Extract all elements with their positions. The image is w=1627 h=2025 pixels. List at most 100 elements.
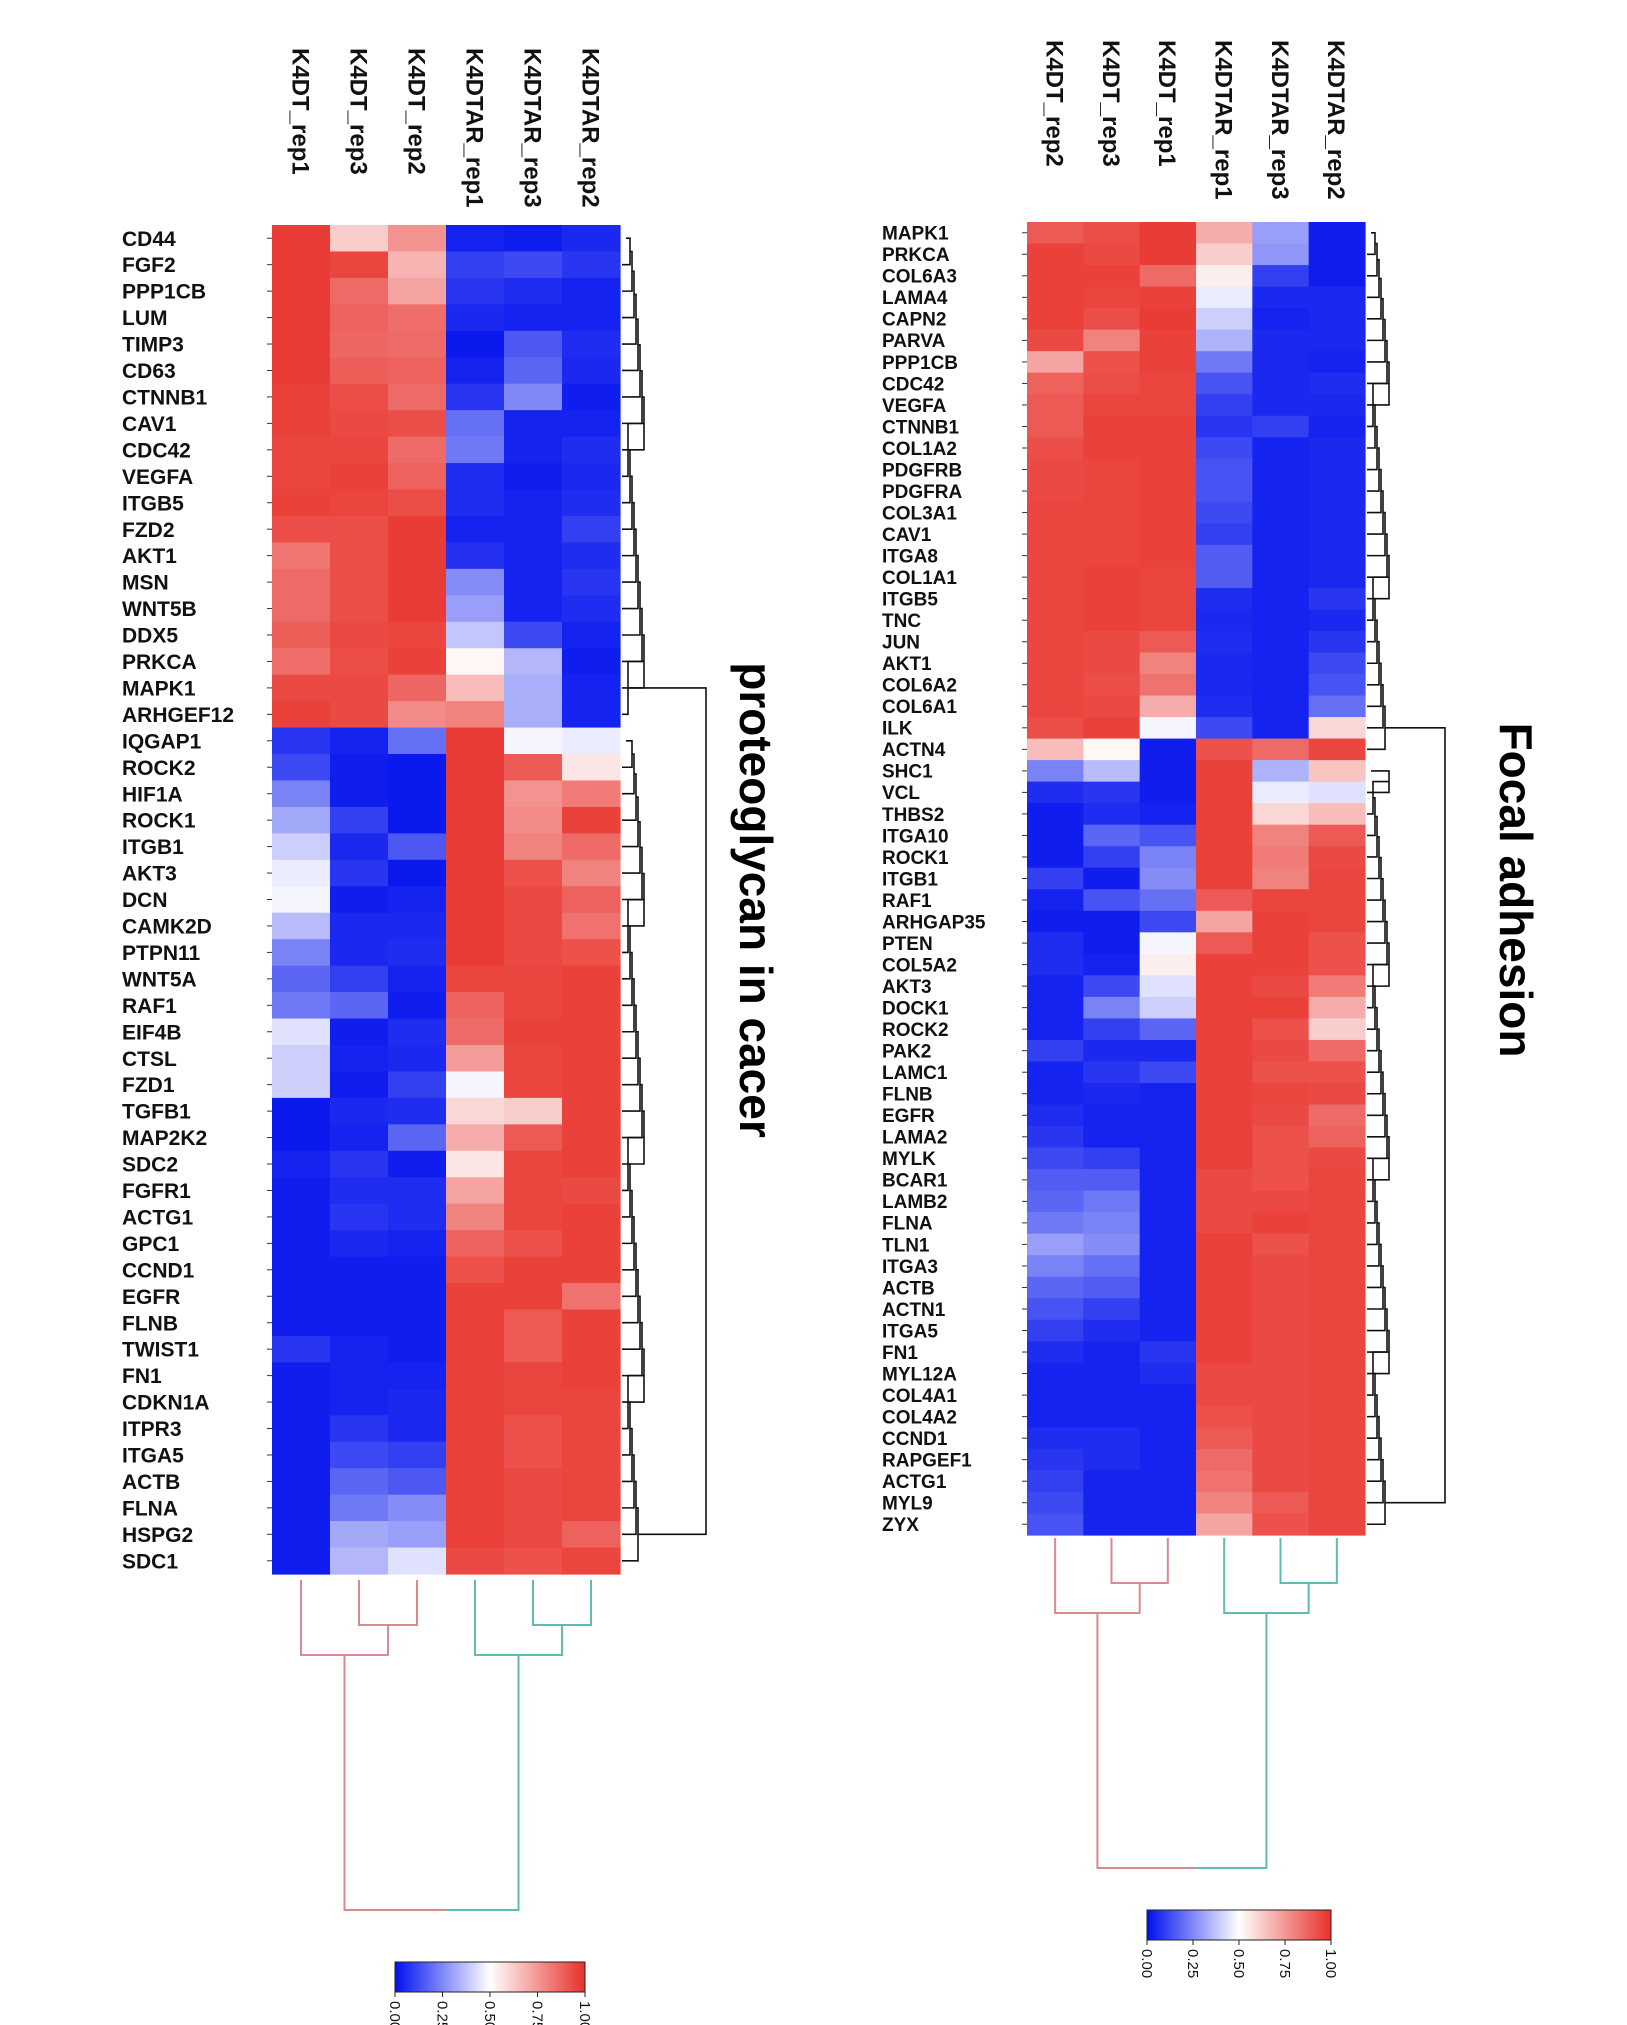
heatmap-cell [1196, 910, 1253, 933]
row-label: IQGAP1 [122, 730, 202, 753]
heatmap-cell [1308, 480, 1366, 503]
heatmap-cell [388, 1097, 447, 1125]
heatmap-cell [388, 357, 447, 385]
heatmap-cell [1308, 1255, 1366, 1278]
heatmap-cell [1139, 222, 1197, 245]
heatmap-cell [1139, 760, 1197, 783]
heatmap-cell [1308, 1082, 1366, 1106]
heatmap-cell [1083, 975, 1141, 998]
heatmap-cell [1027, 523, 1084, 546]
heatmap-cell [1308, 286, 1366, 309]
heatmap-cell [272, 383, 331, 411]
heatmap-cell [504, 542, 563, 570]
heatmap-cell [446, 1283, 505, 1311]
heatmap-cell [562, 1547, 621, 1575]
row-label: AKT3 [882, 977, 932, 998]
heatmap-cell [1083, 953, 1141, 976]
row-label: LAMA4 [882, 288, 948, 309]
heatmap-cell [1252, 329, 1310, 352]
heatmap-cell [1196, 609, 1253, 632]
heatmap-cell [446, 1256, 505, 1284]
column-label: K4DT_rep1 [1153, 40, 1180, 167]
heatmap-cell [1139, 781, 1197, 804]
heatmap-cell [272, 1335, 331, 1363]
row-label: MYL12A [882, 1364, 957, 1385]
heatmap-cell [1308, 1513, 1366, 1536]
heatmap-cell [1308, 781, 1366, 804]
heatmap-cell [1196, 1104, 1253, 1127]
heatmap-cell [1083, 695, 1141, 718]
heatmap-cell [562, 357, 621, 385]
row-label: ITGA8 [882, 546, 938, 567]
heatmap-cell [1083, 781, 1141, 804]
heatmap-cell [1027, 975, 1084, 998]
heatmap-cell [1308, 867, 1366, 890]
heatmap-cell [1139, 329, 1197, 352]
heatmap-cell [1252, 394, 1310, 417]
heatmap-cell [562, 1283, 621, 1311]
heatmap-cell [446, 912, 505, 940]
heatmap-cell [1027, 1513, 1084, 1536]
heatmap-cell [1027, 1448, 1084, 1472]
heatmap-cell [330, 939, 389, 967]
heatmap-cell [1252, 1147, 1310, 1170]
heatmap-cell [1308, 458, 1366, 481]
heatmap-cell [1308, 1448, 1366, 1472]
heatmap-cell [1083, 824, 1141, 847]
row-label: RAF1 [882, 891, 932, 912]
heatmap-cell [388, 780, 447, 808]
heatmap-cell [446, 304, 505, 332]
heatmap-cell [330, 1547, 389, 1575]
row-label: LAMA2 [882, 1128, 947, 1149]
heatmap-cell [272, 780, 331, 808]
heatmap-cell [330, 1044, 389, 1073]
heatmap-cell [388, 1547, 447, 1575]
heatmap-cell [562, 304, 621, 332]
heatmap-cell [1083, 265, 1141, 288]
heatmap-cell [1308, 695, 1366, 718]
heatmap-cell [1252, 1470, 1310, 1493]
heatmap-cell [1139, 803, 1197, 826]
heatmap-cell [330, 489, 389, 517]
heatmap-cell [1308, 1384, 1366, 1407]
heatmap-cell [562, 383, 621, 411]
heatmap-cell [272, 515, 331, 544]
heatmap-cell [1252, 1082, 1310, 1106]
heatmap-cell [330, 1071, 389, 1099]
heatmap-cell [1196, 265, 1253, 288]
heatmap-cell [1196, 1513, 1253, 1536]
heatmap-cell [562, 754, 621, 782]
row-label: MAPK1 [122, 677, 196, 700]
heatmap-cell [1083, 566, 1141, 589]
heatmap-cell [1196, 415, 1253, 438]
heatmap-cell [1083, 372, 1141, 395]
heatmap-cell [1027, 1233, 1084, 1256]
heatmap-cell [1196, 1427, 1253, 1450]
colorbar [394, 1961, 586, 1993]
heatmap-cell [1252, 1255, 1310, 1278]
heatmap-cell [330, 992, 389, 1020]
heatmap-cell [272, 1468, 331, 1496]
row-label: ZYX [882, 1515, 919, 1536]
row-label: FGFR1 [122, 1180, 191, 1203]
heatmap-cell [1139, 544, 1197, 567]
heatmap-cell [1252, 760, 1310, 783]
heatmap-cell [1139, 1082, 1197, 1106]
row-label: ACTN4 [882, 740, 946, 761]
heatmap-cell [1083, 308, 1141, 331]
heatmap-cell [1308, 1169, 1366, 1192]
heatmap-cell [446, 330, 505, 358]
heatmap-cell [446, 833, 505, 861]
heatmap-cell [446, 1097, 505, 1125]
heatmap-cell [1139, 351, 1197, 374]
heatmap-cell [272, 992, 331, 1020]
heatmap-cell [446, 754, 505, 782]
heatmap-cell [562, 621, 621, 649]
heatmap-cell [388, 833, 447, 861]
heatmap-cell [1027, 222, 1084, 245]
heatmap-cell [562, 1309, 621, 1337]
heatmap-cell [562, 1044, 621, 1073]
heatmap-cell [1196, 630, 1253, 654]
row-label: PDGFRB [882, 460, 962, 481]
chart-title: proteoglycan in cacer [730, 662, 782, 1138]
